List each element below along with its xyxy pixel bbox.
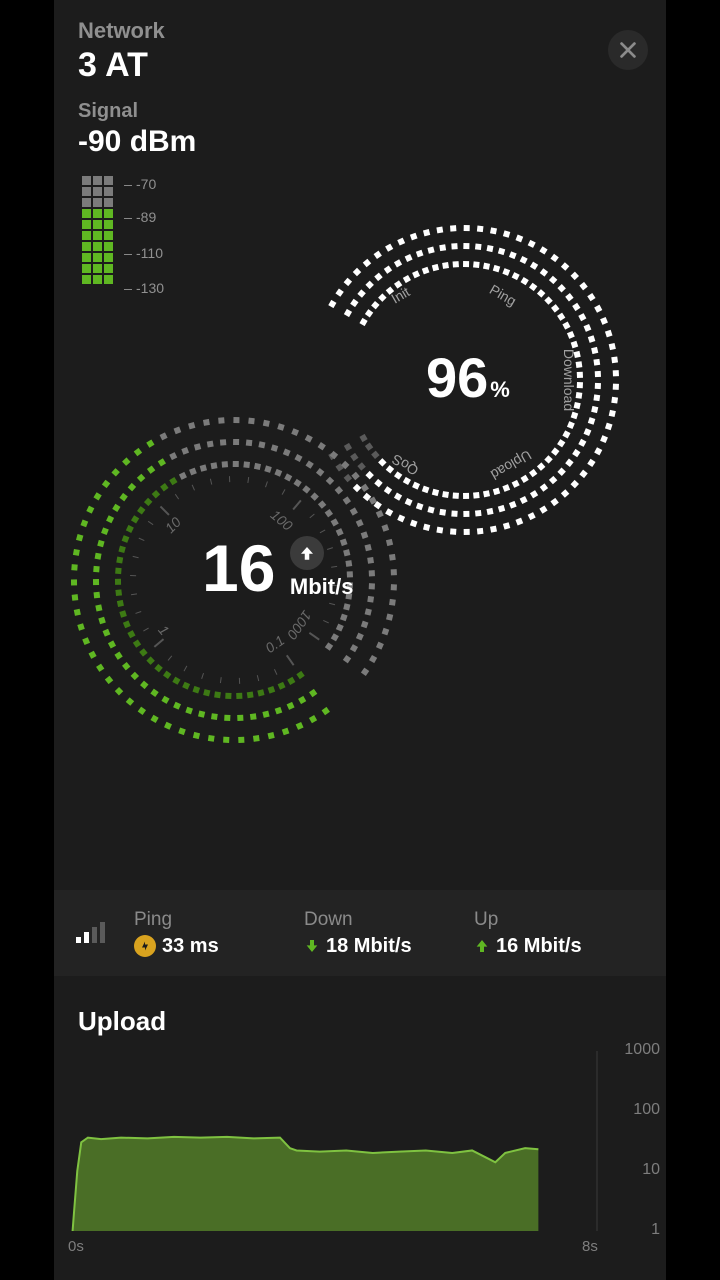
stat-up-label: Up xyxy=(474,909,644,931)
y-tick: 10 xyxy=(642,1161,660,1179)
stage-label: Download xyxy=(561,349,577,411)
stat-down-label: Down xyxy=(304,909,474,931)
upload-chart-block: Upload 1101001000 0s 8s xyxy=(54,990,666,1251)
close-icon xyxy=(617,39,639,61)
stat-ping-value: 33 ms xyxy=(162,935,219,958)
y-tick: 1000 xyxy=(624,1041,660,1059)
signal-label: Signal xyxy=(78,100,196,123)
progress-percent: % xyxy=(490,377,510,402)
gauges-svg xyxy=(54,200,666,760)
signal-value: -90 dBm xyxy=(78,125,196,159)
stats-bar: Ping 33 ms Down 18 Mbit/s Up 16 Mbit/s xyxy=(54,890,666,976)
network-header: Network 3 AT xyxy=(78,18,165,85)
y-tick: 1 xyxy=(651,1221,660,1239)
network-value: 3 AT xyxy=(78,46,165,85)
ping-icon xyxy=(134,935,156,957)
arrow-up-icon xyxy=(298,544,316,562)
stat-ping: Ping 33 ms xyxy=(134,909,304,958)
upload-chart xyxy=(68,1051,598,1231)
stat-up-value: 16 Mbit/s xyxy=(496,935,582,958)
x-tick-end: 8s xyxy=(582,1238,598,1255)
y-tick: 100 xyxy=(633,1101,660,1119)
speed-number: 16 xyxy=(202,530,275,606)
speed-unit: Mbit/s xyxy=(290,574,354,600)
stat-down-value: 18 Mbit/s xyxy=(326,935,412,958)
direction-badge xyxy=(290,536,324,570)
progress-value: 96% xyxy=(426,345,510,410)
arrow-up-icon xyxy=(474,938,490,954)
stat-ping-label: Ping xyxy=(134,909,304,931)
gauges-area: 96% 16 Mbit/s InitPingDownloadUploadQoS … xyxy=(54,200,666,760)
chart-title: Upload xyxy=(78,1006,666,1037)
network-label: Network xyxy=(78,18,165,44)
stat-down: Down 18 Mbit/s xyxy=(304,909,474,958)
speed-value: 16 Mbit/s xyxy=(202,530,353,606)
signal-strength-icon xyxy=(76,921,106,945)
signal-tick: -70 xyxy=(124,176,156,192)
progress-number: 96 xyxy=(426,346,488,409)
arrow-down-icon xyxy=(304,938,320,954)
signal-header: Signal -90 dBm xyxy=(78,100,196,159)
stat-up: Up 16 Mbit/s xyxy=(474,909,644,958)
x-tick-start: 0s xyxy=(68,1238,84,1255)
close-button[interactable] xyxy=(608,30,648,70)
